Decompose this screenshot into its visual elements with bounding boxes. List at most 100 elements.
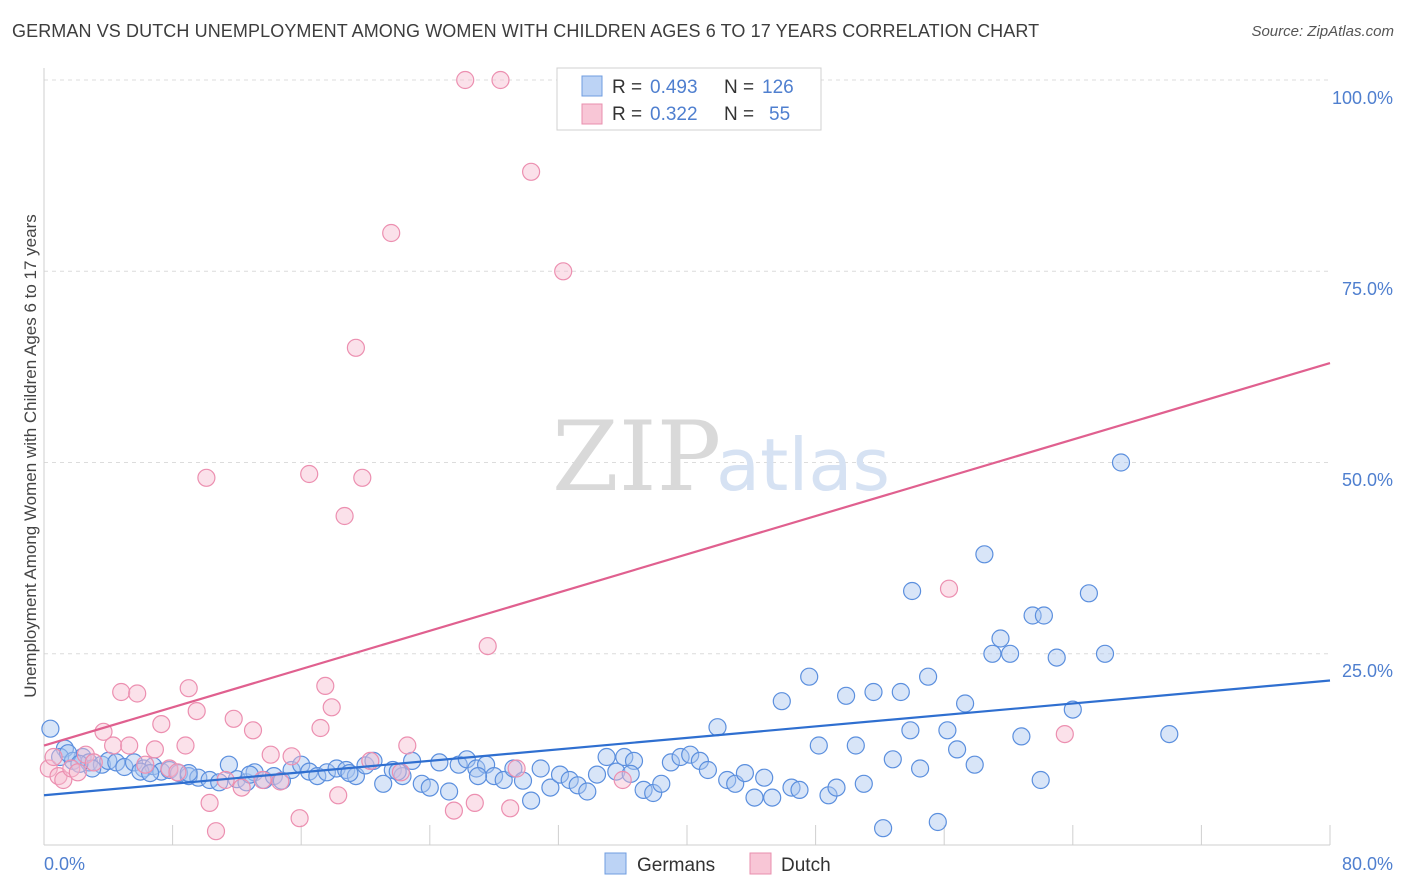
dutch-point	[120, 736, 139, 755]
germans-point	[1111, 453, 1131, 472]
dutch-point	[179, 679, 198, 698]
germans-point	[809, 736, 828, 755]
x-tick-label: 0.0%	[44, 854, 85, 874]
germans-point	[1034, 606, 1054, 625]
germans-point	[58, 744, 78, 763]
germans-point	[763, 788, 782, 807]
germans-point	[1047, 648, 1066, 667]
germans-point	[661, 753, 681, 772]
dutch-point	[152, 714, 171, 734]
x-tick-label: 80.0%	[1342, 854, 1393, 874]
germans-point	[652, 774, 671, 793]
germans-point	[790, 780, 809, 800]
germans-point	[955, 694, 975, 713]
germans-point	[901, 721, 920, 740]
series-legend: Germans Dutch	[604, 852, 831, 876]
germans-point	[883, 750, 902, 769]
dutch-point	[329, 786, 348, 805]
dutch-point	[200, 793, 219, 813]
dutch-trend-line	[43, 361, 1331, 747]
dutch-point	[316, 676, 335, 696]
dutch-point	[136, 755, 155, 774]
dutch-point	[554, 262, 573, 281]
dutch-point	[478, 636, 497, 656]
germans-point	[568, 776, 587, 795]
y-axis-label: Unemployment Among Women with Children A…	[21, 214, 40, 698]
legend-n-value-dutch: 55	[769, 104, 790, 125]
germans-point	[578, 782, 597, 801]
dutch-point	[335, 506, 354, 526]
germans-point	[1079, 584, 1099, 603]
dutch-point	[290, 809, 309, 828]
dutch-point	[322, 698, 341, 717]
germans-point	[1160, 724, 1179, 744]
germans-point	[468, 766, 488, 786]
dutch-point	[311, 718, 330, 738]
germans-point	[873, 819, 893, 838]
dutch-point	[521, 162, 541, 181]
dutch-point	[232, 778, 251, 797]
germans-point	[928, 812, 947, 832]
chart-title: GERMAN VS DUTCH UNEMPLOYMENT AMONG WOMEN…	[12, 21, 1040, 41]
dutch-point	[300, 464, 319, 484]
germans-point	[708, 718, 727, 737]
dutch-point	[68, 763, 87, 782]
dutch-point	[187, 701, 206, 721]
germans-point	[938, 721, 957, 740]
germans-point	[440, 782, 459, 801]
dutch-point	[491, 70, 510, 90]
dutch-point	[507, 759, 526, 778]
germans-point	[902, 581, 922, 601]
germans-point	[541, 778, 560, 797]
dutch-point	[128, 684, 147, 703]
germans-point	[891, 682, 910, 702]
dutch-point	[398, 736, 417, 755]
trend-lines	[43, 361, 1331, 797]
germans-point	[965, 755, 984, 774]
germans-point	[698, 760, 718, 780]
germans-point	[1031, 770, 1050, 790]
dutch-point	[253, 770, 272, 790]
germans-point	[587, 765, 607, 784]
legend-r-value-germans: 0.493	[650, 77, 698, 98]
germans-point	[983, 644, 1002, 663]
germans-point	[141, 763, 160, 783]
germans-point	[124, 753, 144, 772]
y-tick-label: 75.0%	[1342, 279, 1393, 299]
legend-r-value-dutch: 0.322	[650, 104, 698, 125]
germans-point	[615, 747, 634, 767]
dutch-point	[282, 747, 301, 766]
dutch-point	[391, 763, 410, 782]
germans-point	[1000, 644, 1020, 663]
dutch-point	[353, 468, 372, 487]
germans-point	[827, 778, 846, 797]
legend-r-label: R =	[612, 104, 642, 125]
dutch-point	[84, 753, 103, 772]
y-tick-label: 50.0%	[1342, 470, 1393, 490]
germans-point	[374, 774, 393, 793]
correlation-legend: R = 0.493 N = 126 R = 0.322 N = 55	[556, 67, 822, 131]
germans-point	[597, 747, 616, 767]
germans-point	[681, 745, 700, 764]
germans-point	[836, 686, 856, 705]
dutch-point	[501, 799, 520, 818]
source-label: Source: ZipAtlas.com	[1251, 23, 1394, 40]
dutch-point	[112, 682, 131, 702]
germans-point	[531, 759, 550, 778]
dutch-legend-swatch	[749, 852, 772, 875]
germans-trend-line	[43, 679, 1331, 797]
dutch-swatch	[581, 103, 603, 125]
germans-point	[755, 768, 774, 787]
germans-point	[430, 753, 449, 772]
dutch-points	[39, 70, 1074, 841]
dutch-point	[176, 736, 195, 755]
germans-point	[485, 766, 504, 786]
dutch-point	[44, 747, 63, 767]
y-tick-label: 100.0%	[1332, 88, 1393, 108]
dutch-point	[145, 740, 164, 759]
watermark-atlas: atlas	[716, 423, 890, 507]
germans-points	[41, 453, 1179, 838]
legend-n-value-germans: 126	[762, 77, 794, 98]
germans-point	[800, 667, 819, 686]
